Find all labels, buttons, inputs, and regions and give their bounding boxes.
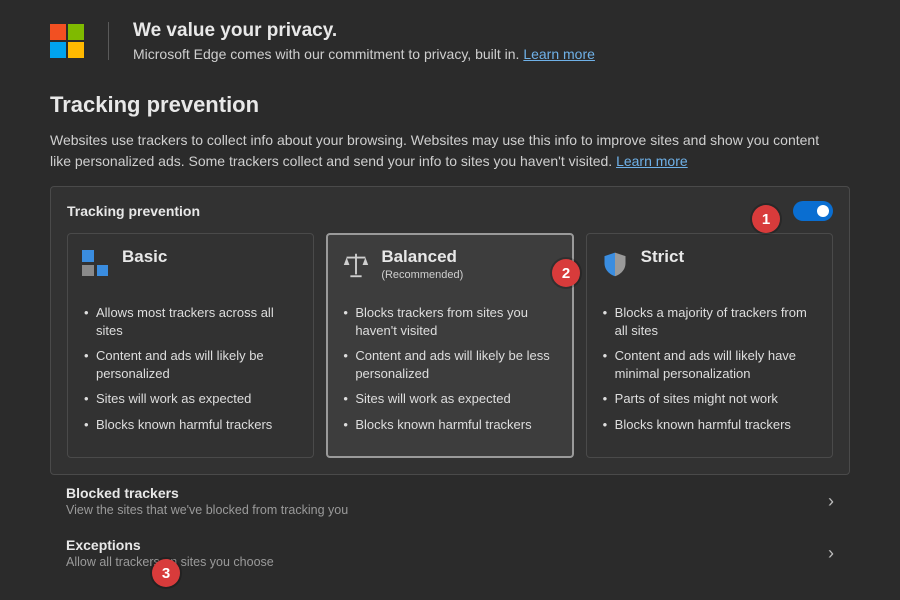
chevron-right-icon: › [828, 491, 834, 512]
privacy-title: We value your privacy. [133, 20, 595, 42]
header-separator [108, 22, 109, 60]
blocked-trackers-row[interactable]: Blocked trackers View the sites that we'… [50, 475, 850, 527]
card-bullet: Allows most trackers across all sites [82, 304, 299, 339]
tracking-toggle[interactable] [793, 201, 833, 221]
card-bullet: Blocks trackers from sites you haven't v… [341, 304, 558, 339]
scales-icon [341, 250, 371, 280]
microsoft-logo-icon [50, 24, 84, 58]
card-subtitle: (Recommended) [381, 269, 463, 281]
tracking-card-strict[interactable]: Strict Blocks a majority of trackers from… [586, 233, 833, 458]
tracking-card-balanced[interactable]: Balanced (Recommended) Blocks trackers fro… [326, 233, 573, 458]
tracking-section-title: Tracking prevention [50, 92, 850, 118]
exceptions-title: Exceptions [66, 537, 274, 553]
tracking-learn-more-link[interactable]: Learn more [616, 153, 688, 169]
card-bullet: Blocks a majority of trackers from all s… [601, 304, 818, 339]
privacy-learn-more-link[interactable]: Learn more [523, 46, 595, 62]
tracking-card-basic[interactable]: Basic Allows most trackers across all sit… [67, 233, 314, 458]
card-title: Balanced [381, 248, 463, 267]
shield-icon [601, 250, 629, 278]
card-title: Basic [122, 248, 167, 267]
chevron-right-icon: › [828, 543, 834, 564]
card-bullet: Blocks known harmful trackers [601, 416, 818, 434]
card-bullet: Content and ads will likely be personali… [82, 347, 299, 382]
annotation-marker-2: 2 [552, 259, 580, 287]
privacy-subtitle: Microsoft Edge comes with our commitment… [133, 46, 595, 62]
blocked-trackers-title: Blocked trackers [66, 485, 348, 501]
card-bullet: Parts of sites might not work [601, 390, 818, 408]
card-bullet: Blocks known harmful trackers [341, 416, 558, 434]
annotation-marker-3: 3 [152, 559, 180, 587]
card-bullet: Blocks known harmful trackers [82, 416, 299, 434]
card-bullet: Content and ads will likely be less pers… [341, 347, 558, 382]
card-bullet: Sites will work as expected [341, 390, 558, 408]
blocked-trackers-subtitle: View the sites that we've blocked from t… [66, 503, 348, 517]
privacy-header: We value your privacy. Microsoft Edge co… [50, 20, 850, 62]
tracking-panel: Tracking prevention Basic Allows most tra… [50, 186, 850, 475]
basic-icon [82, 250, 108, 276]
card-bullet: Content and ads will likely have minimal… [601, 347, 818, 382]
tracking-description: Websites use trackers to collect info ab… [50, 130, 840, 172]
card-title: Strict [641, 248, 684, 267]
card-bullet: Sites will work as expected [82, 390, 299, 408]
annotation-marker-1: 1 [752, 205, 780, 233]
tracking-toggle-label: Tracking prevention [67, 203, 200, 219]
